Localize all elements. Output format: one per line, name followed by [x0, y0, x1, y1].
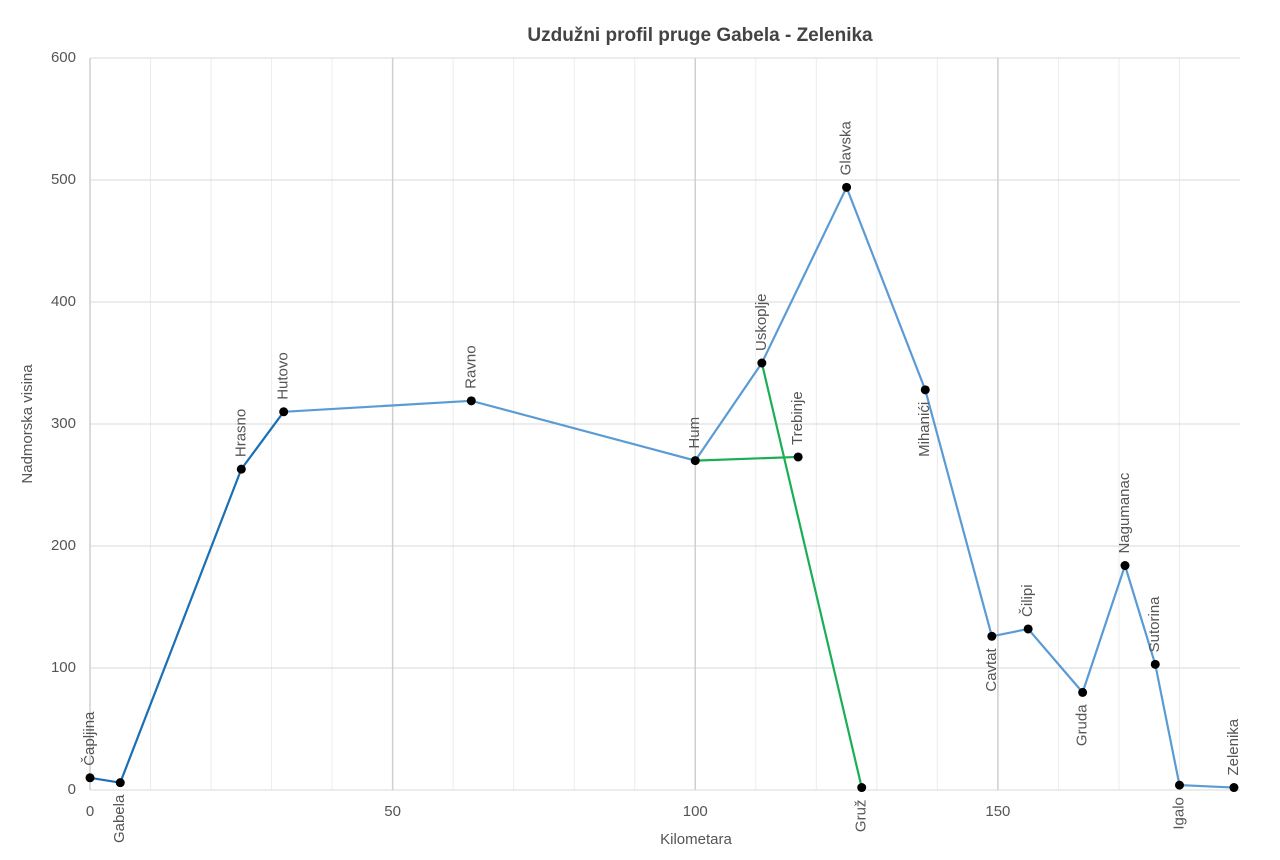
- station-point: [987, 631, 997, 641]
- station-point: [279, 407, 289, 417]
- line-series: [695, 455, 799, 462]
- station-label: Gruda: [1074, 704, 1091, 746]
- station-point: [1150, 659, 1160, 669]
- station-label: Hutovo: [275, 352, 292, 400]
- station-point: [1229, 783, 1239, 793]
- line-series: [283, 184, 1234, 789]
- y-tick-label: 200: [51, 537, 76, 554]
- y-tick-label: 400: [51, 293, 76, 310]
- station-point: [236, 464, 246, 474]
- station-point: [793, 452, 803, 462]
- station-label: Igalo: [1170, 797, 1187, 830]
- station-point: [1023, 624, 1033, 634]
- y-tick-label: 500: [51, 171, 76, 188]
- x-axis-label: Kilometara: [660, 831, 732, 848]
- x-tick-label: 50: [384, 803, 401, 820]
- x-tick-label: 100: [683, 803, 708, 820]
- station-label: Uskoplje: [753, 293, 770, 351]
- chart-title: Uzdužni profil pruge Gabela - Zelenika: [527, 25, 873, 46]
- y-tick-label: 0: [68, 781, 76, 798]
- station-label: Trebinje: [789, 391, 806, 445]
- station-point: [690, 456, 700, 466]
- y-tick-label: 300: [51, 415, 76, 432]
- station-label: Zelenika: [1225, 718, 1242, 775]
- line-series: [89, 411, 285, 784]
- station-point: [1078, 687, 1088, 697]
- station-label: Ravno: [462, 345, 479, 388]
- station-point: [85, 773, 95, 783]
- station-label: Čilipi: [1019, 584, 1036, 617]
- station-label: Gabela: [111, 794, 128, 843]
- station-label: Nagumanac: [1116, 472, 1133, 553]
- station-point: [857, 783, 867, 793]
- y-tick-label: 100: [51, 659, 76, 676]
- station-label: Glavska: [838, 120, 855, 175]
- x-tick-label: 0: [86, 803, 94, 820]
- station-point: [1174, 780, 1184, 790]
- station-point: [757, 358, 767, 368]
- station-point: [1120, 561, 1130, 571]
- station-point: [466, 396, 476, 406]
- x-tick-label: 150: [985, 803, 1010, 820]
- station-point: [920, 385, 930, 395]
- station-label: Hum: [686, 417, 703, 449]
- station-point: [115, 778, 125, 788]
- station-label: Cavtat: [983, 647, 1000, 691]
- y-tick-label: 600: [51, 49, 76, 66]
- station-label: Čapljina: [81, 711, 98, 766]
- station-label: Gruž: [853, 800, 870, 833]
- station-point: [842, 182, 852, 192]
- station-label: Sutorina: [1146, 596, 1163, 653]
- station-label: Hrasno: [232, 409, 249, 457]
- line-series: [760, 362, 863, 788]
- station-label: Mihanići: [916, 402, 933, 457]
- y-axis-label: Nadmorska visina: [19, 364, 36, 484]
